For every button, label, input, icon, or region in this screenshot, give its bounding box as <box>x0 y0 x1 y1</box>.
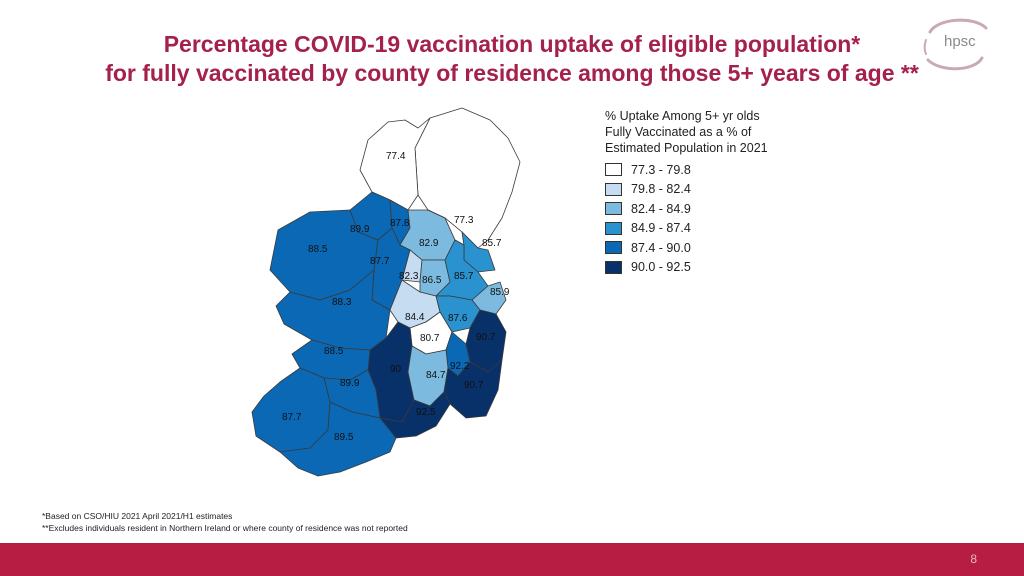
label-limerick: 89.9 <box>340 378 360 389</box>
hpsc-logo-icon <box>923 18 988 71</box>
label-kerry: 87.7 <box>282 412 302 423</box>
legend-item: 77.3 - 79.8 <box>605 160 768 180</box>
title-line-2: for fully vaccinated by county of reside… <box>105 60 919 86</box>
label-longford: 82.3 <box>399 271 419 282</box>
title-line-1: Percentage COVID-19 vaccination uptake o… <box>163 31 861 57</box>
label-cavan: 82.9 <box>419 238 439 249</box>
ireland-county-map: 77.4 77.3 87.8 89.9 88.5 82.9 85.7 87.7 … <box>251 107 521 477</box>
label-leitrim: 87.8 <box>390 218 410 229</box>
legend-item-label: 87.4 - 90.0 <box>631 240 691 255</box>
label-louth: 85.7 <box>482 238 502 249</box>
label-kilkenny: 84.7 <box>426 370 446 381</box>
county-value-labels: 77.4 77.3 87.8 89.9 88.5 82.9 85.7 87.7 … <box>282 151 510 443</box>
label-roscommon: 87.7 <box>370 256 390 267</box>
label-meath: 85.7 <box>454 271 474 282</box>
label-mayo: 88.5 <box>308 244 328 255</box>
legend-item-label: 77.3 - 79.8 <box>631 162 691 177</box>
legend-swatch <box>605 202 622 216</box>
label-dublin: 85.9 <box>490 287 510 298</box>
legend-swatch <box>605 241 622 255</box>
map-legend: % Uptake Among 5+ yr olds Fully Vaccinat… <box>605 108 768 277</box>
legend-title-line-3: Estimated Population in 2021 <box>605 141 768 155</box>
label-clare: 88.5 <box>324 346 344 357</box>
legend-swatch <box>605 163 622 177</box>
label-monaghan-north: 77.3 <box>454 215 474 226</box>
county-waterford <box>379 391 451 439</box>
legend-item: 87.4 - 90.0 <box>605 238 768 258</box>
legend-swatch <box>605 221 622 235</box>
legend-item: 79.8 - 82.4 <box>605 180 768 200</box>
legend-swatch <box>605 260 622 274</box>
legend-title-line-2: Fully Vaccinated as a % of <box>605 125 752 139</box>
label-westmeath: 86.5 <box>422 275 442 286</box>
legend-item: 82.4 - 84.9 <box>605 199 768 219</box>
footnote-1: *Based on CSO/HIU 2021 April 2021/H1 est… <box>42 511 233 521</box>
legend-item-label: 84.9 - 87.4 <box>631 221 691 236</box>
label-tipperary: 90 <box>390 364 402 375</box>
legend-item-label: 82.4 - 84.9 <box>631 201 691 216</box>
slide-title: Percentage COVID-19 vaccination uptake o… <box>0 30 1024 88</box>
legend-item-label: 90.0 - 92.5 <box>631 260 691 275</box>
label-offaly: 84.4 <box>405 312 425 323</box>
hpsc-logo-text: hpsc <box>944 33 976 50</box>
label-sligo: 89.9 <box>350 224 370 235</box>
label-waterford: 92.5 <box>416 407 436 418</box>
label-cork: 89.5 <box>334 432 354 443</box>
footnote-2: **Excludes individuals resident in North… <box>42 523 408 533</box>
county-cork <box>279 401 397 477</box>
legend-item: 90.0 - 92.5 <box>605 258 768 278</box>
label-laois: 80.7 <box>420 333 440 344</box>
label-wexford: 90.7 <box>464 380 484 391</box>
label-donegal: 77.4 <box>386 151 406 162</box>
footnotes: *Based on CSO/HIU 2021 April 2021/H1 est… <box>42 510 408 534</box>
label-kildare: 87.6 <box>448 313 468 324</box>
legend-item-label: 79.8 - 82.4 <box>631 182 691 197</box>
footer-bar: 8 <box>0 543 1024 576</box>
county-donegal <box>359 117 431 211</box>
legend-title-line-1: % Uptake Among 5+ yr olds <box>605 109 760 123</box>
page-number: 8 <box>970 552 977 566</box>
legend-item: 84.9 - 87.4 <box>605 219 768 239</box>
label-galway: 88.3 <box>332 297 352 308</box>
label-wicklow: 90.7 <box>476 332 496 343</box>
legend-swatch <box>605 182 622 196</box>
label-carlow: 92.2 <box>450 361 470 372</box>
county-wexford <box>443 359 503 419</box>
